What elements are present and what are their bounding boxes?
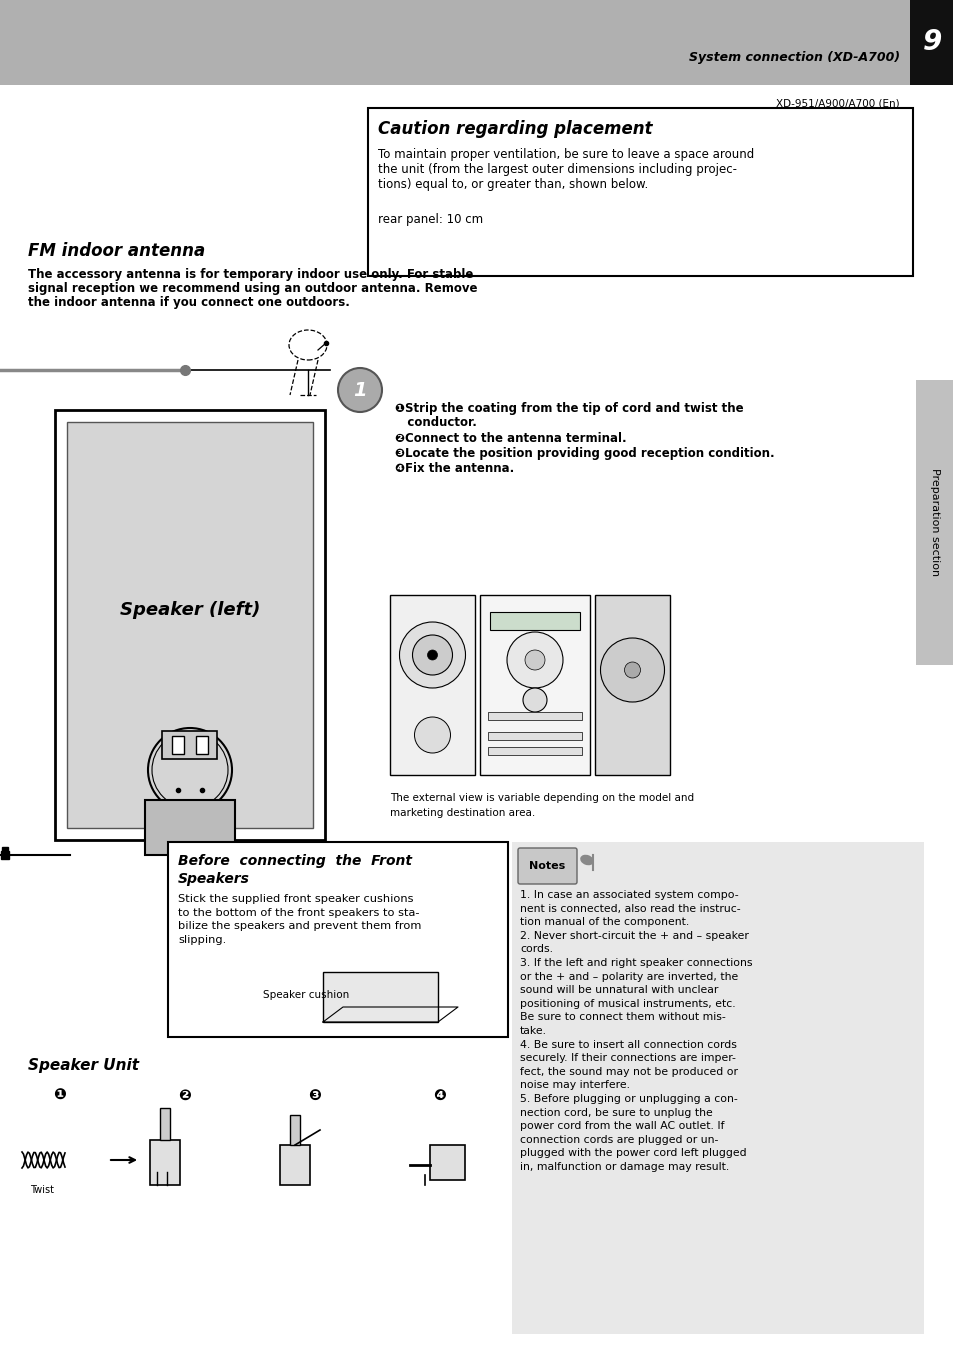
Text: 1. In case an associated system compo-
nent is connected, also read the instruc-: 1. In case an associated system compo- n… <box>519 890 752 1173</box>
Circle shape <box>522 688 546 712</box>
Text: To maintain proper ventilation, be sure to leave a space around: To maintain proper ventilation, be sure … <box>377 149 754 161</box>
Circle shape <box>506 632 562 688</box>
Text: ❶: ❶ <box>53 1088 67 1102</box>
Text: FM indoor antenna: FM indoor antenna <box>28 242 205 259</box>
Circle shape <box>624 662 639 678</box>
Text: The external view is variable depending on the model and: The external view is variable depending … <box>390 793 694 802</box>
Text: ❷Connect to the antenna terminal.: ❷Connect to the antenna terminal. <box>395 432 626 444</box>
Text: ❸Locate the position providing good reception condition.: ❸Locate the position providing good rece… <box>395 447 774 459</box>
Text: XD-951/A900/A700 (En): XD-951/A900/A700 (En) <box>776 99 899 108</box>
Bar <box>595 594 669 775</box>
Text: the indoor antenna if you connect one outdoors.: the indoor antenna if you connect one ou… <box>28 296 350 309</box>
Bar <box>488 747 581 755</box>
Bar <box>67 422 313 828</box>
Circle shape <box>599 638 664 703</box>
Bar <box>368 108 912 276</box>
Bar <box>909 0 953 85</box>
Text: 1: 1 <box>353 381 366 400</box>
Bar <box>479 594 589 775</box>
Text: Twist: Twist <box>30 1185 54 1196</box>
Circle shape <box>524 650 544 670</box>
Bar <box>195 736 208 754</box>
Text: The accessory antenna is for temporary indoor use only. For stable: The accessory antenna is for temporary i… <box>28 267 473 281</box>
Bar <box>160 1108 170 1140</box>
Bar <box>488 712 581 720</box>
Bar <box>0 0 909 85</box>
Circle shape <box>399 621 465 688</box>
Circle shape <box>337 367 381 412</box>
Bar <box>280 1146 310 1185</box>
Ellipse shape <box>579 855 593 865</box>
Text: conductor.: conductor. <box>395 416 476 430</box>
Bar <box>150 1140 180 1185</box>
Text: Speakers: Speakers <box>178 871 250 886</box>
FancyBboxPatch shape <box>517 848 577 884</box>
Bar <box>323 971 437 1021</box>
Bar <box>162 731 217 759</box>
Bar <box>172 736 184 754</box>
Text: Notes: Notes <box>528 861 564 871</box>
Text: Speaker (left): Speaker (left) <box>120 601 260 619</box>
Text: ❶Strip the coating from the tip of cord and twist the: ❶Strip the coating from the tip of cord … <box>395 403 742 415</box>
Circle shape <box>427 650 437 661</box>
Text: Caution regarding placement: Caution regarding placement <box>377 120 652 138</box>
Bar <box>512 842 923 1333</box>
Text: 9: 9 <box>922 28 941 57</box>
Bar <box>55 409 325 840</box>
Text: Stick the supplied front speaker cushions
to the bottom of the front speakers to: Stick the supplied front speaker cushion… <box>178 894 421 944</box>
Circle shape <box>414 717 450 753</box>
Bar <box>290 1115 299 1146</box>
Bar <box>390 594 475 775</box>
Text: System connection (XD-A700): System connection (XD-A700) <box>688 51 899 65</box>
Bar <box>490 612 579 630</box>
Bar <box>168 842 507 1038</box>
Text: ❷: ❷ <box>178 1088 192 1102</box>
Text: marketing destination area.: marketing destination area. <box>390 808 535 817</box>
Text: Preparation section: Preparation section <box>929 469 939 577</box>
Text: Speaker cushion: Speaker cushion <box>263 990 349 1000</box>
Text: tions) equal to, or greater than, shown below.: tions) equal to, or greater than, shown … <box>377 178 648 190</box>
Text: ❹Fix the antenna.: ❹Fix the antenna. <box>395 462 514 476</box>
Text: Before  connecting  the  Front: Before connecting the Front <box>178 854 412 867</box>
Text: ❹: ❹ <box>433 1088 446 1102</box>
Text: ❸: ❸ <box>308 1088 321 1102</box>
Text: the unit (from the largest outer dimensions including projec-: the unit (from the largest outer dimensi… <box>377 163 737 176</box>
Bar <box>430 1146 464 1179</box>
Text: rear panel: 10 cm: rear panel: 10 cm <box>377 213 482 226</box>
Bar <box>915 380 953 665</box>
Bar <box>145 800 234 855</box>
Bar <box>488 732 581 740</box>
Text: Speaker Unit: Speaker Unit <box>28 1058 139 1073</box>
Text: signal reception we recommend using an outdoor antenna. Remove: signal reception we recommend using an o… <box>28 282 477 295</box>
Circle shape <box>412 635 452 676</box>
